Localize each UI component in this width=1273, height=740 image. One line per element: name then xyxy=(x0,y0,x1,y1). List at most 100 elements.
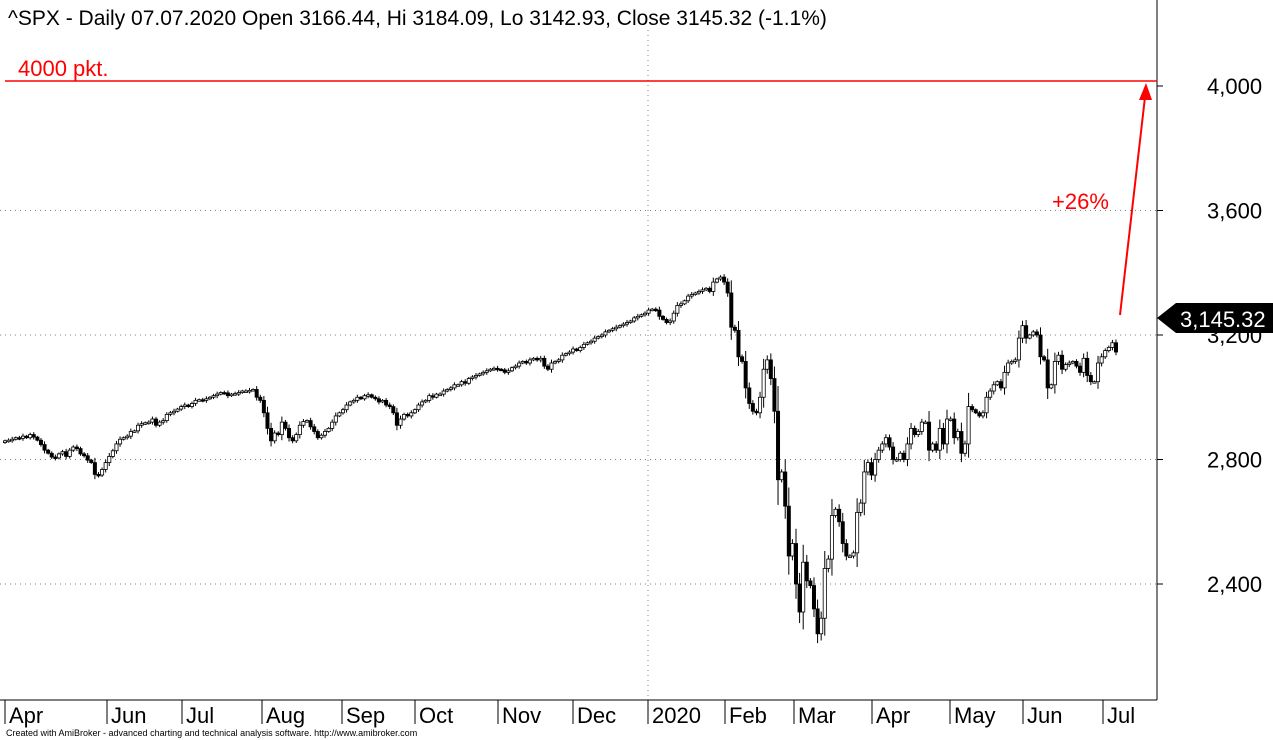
candle-body-up xyxy=(28,434,33,439)
candle-body-up xyxy=(995,381,1000,386)
candle xyxy=(768,353,773,386)
candle-body-down xyxy=(495,367,500,371)
candle-body-up xyxy=(355,396,360,401)
candle xyxy=(1042,354,1047,362)
candle-body-up xyxy=(614,326,619,330)
candle xyxy=(589,339,594,345)
candle-body-down xyxy=(811,585,816,610)
candle-body-up xyxy=(409,412,414,417)
candle-body-down xyxy=(768,359,773,379)
y-tick-label: 3,600 xyxy=(1207,199,1262,224)
candle xyxy=(614,324,619,332)
candle xyxy=(736,321,741,367)
candle xyxy=(409,410,414,419)
candle-body-down xyxy=(574,348,579,351)
candle xyxy=(344,402,349,413)
candle-body-up xyxy=(822,568,827,619)
candle xyxy=(876,446,881,463)
candle-body-down xyxy=(35,436,40,441)
candle-body-up xyxy=(215,393,220,397)
candle-body-down xyxy=(653,308,658,312)
candle xyxy=(585,341,590,346)
candle-body-up xyxy=(60,451,65,455)
candle-body-up xyxy=(527,359,532,364)
chart-title: ^SPX - Daily 07.07.2020 Open 3166.44, Hi… xyxy=(8,7,827,30)
candle xyxy=(891,442,896,465)
candle-body-up xyxy=(330,421,335,429)
candle-body-up xyxy=(506,370,511,373)
candle-body-up xyxy=(279,421,284,435)
candle-body-down xyxy=(524,361,529,364)
candle-body-up xyxy=(596,336,601,339)
candle-body-up xyxy=(103,462,108,470)
candle xyxy=(416,402,421,412)
candle-body-up xyxy=(876,449,881,460)
candle xyxy=(89,458,94,464)
candle-body-down xyxy=(49,452,54,458)
candle-body-up xyxy=(168,412,173,415)
candle-body-up xyxy=(704,287,709,291)
candle xyxy=(340,407,345,415)
candle-body-up xyxy=(114,443,119,452)
candle xyxy=(678,301,683,308)
candle xyxy=(966,392,971,458)
candle-body-up xyxy=(675,305,680,314)
candle-body-down xyxy=(1114,342,1119,353)
candle xyxy=(391,404,396,415)
candle xyxy=(56,452,61,460)
candle xyxy=(193,397,198,406)
candle-body-up xyxy=(833,508,838,516)
candle-body-down xyxy=(934,443,939,451)
candle xyxy=(858,499,863,517)
candle xyxy=(1027,333,1032,340)
candle-body-up xyxy=(671,312,676,322)
candle-body-down xyxy=(750,403,755,412)
candle-body-up xyxy=(481,371,486,375)
candle-body-down xyxy=(725,281,730,294)
candle xyxy=(179,404,184,411)
candle-body-down xyxy=(1074,361,1079,367)
candle-body-down xyxy=(729,292,734,328)
candle-body-down xyxy=(222,392,227,395)
candle xyxy=(880,441,885,453)
candle-body-up xyxy=(448,387,453,390)
candle xyxy=(333,412,338,426)
candle xyxy=(743,350,748,399)
x-tick-label: 2020 xyxy=(652,703,701,728)
candle-body-down xyxy=(17,437,22,440)
candle xyxy=(42,441,47,454)
candle-body-down xyxy=(804,561,809,582)
candle-body-down xyxy=(261,399,266,414)
candle-body-up xyxy=(211,395,216,398)
candle-body-down xyxy=(31,434,36,438)
candle xyxy=(1034,329,1039,338)
candle-body-up xyxy=(441,390,446,395)
candle xyxy=(628,319,633,324)
candle xyxy=(481,370,486,376)
candle-body-up xyxy=(100,469,105,476)
candle-body-down xyxy=(970,406,975,411)
candle-body-up xyxy=(139,423,144,426)
candle-body-up xyxy=(916,431,921,435)
candle-body-down xyxy=(1088,375,1093,383)
candle xyxy=(287,424,292,442)
candle-body-up xyxy=(581,343,586,348)
candle-body-up xyxy=(466,378,471,384)
candle-body-down xyxy=(376,398,381,403)
candle-body-up xyxy=(689,294,694,297)
candle-body-down xyxy=(1078,365,1083,373)
candle-body-up xyxy=(171,410,176,414)
candle xyxy=(916,428,921,438)
candle-body-up xyxy=(272,432,277,442)
candle xyxy=(161,418,166,425)
candle-body-up xyxy=(718,276,723,280)
candle xyxy=(607,329,612,334)
candle-body-up xyxy=(538,357,543,361)
candle xyxy=(100,467,105,478)
candle-body-up xyxy=(351,399,356,403)
candle-body-down xyxy=(499,368,504,372)
candle-body-up xyxy=(1006,362,1011,373)
candle xyxy=(639,313,644,318)
candle xyxy=(725,278,730,297)
